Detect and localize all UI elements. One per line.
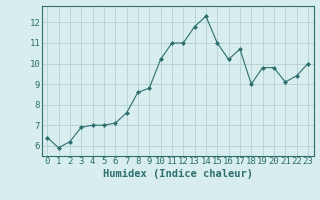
X-axis label: Humidex (Indice chaleur): Humidex (Indice chaleur)	[103, 169, 252, 179]
